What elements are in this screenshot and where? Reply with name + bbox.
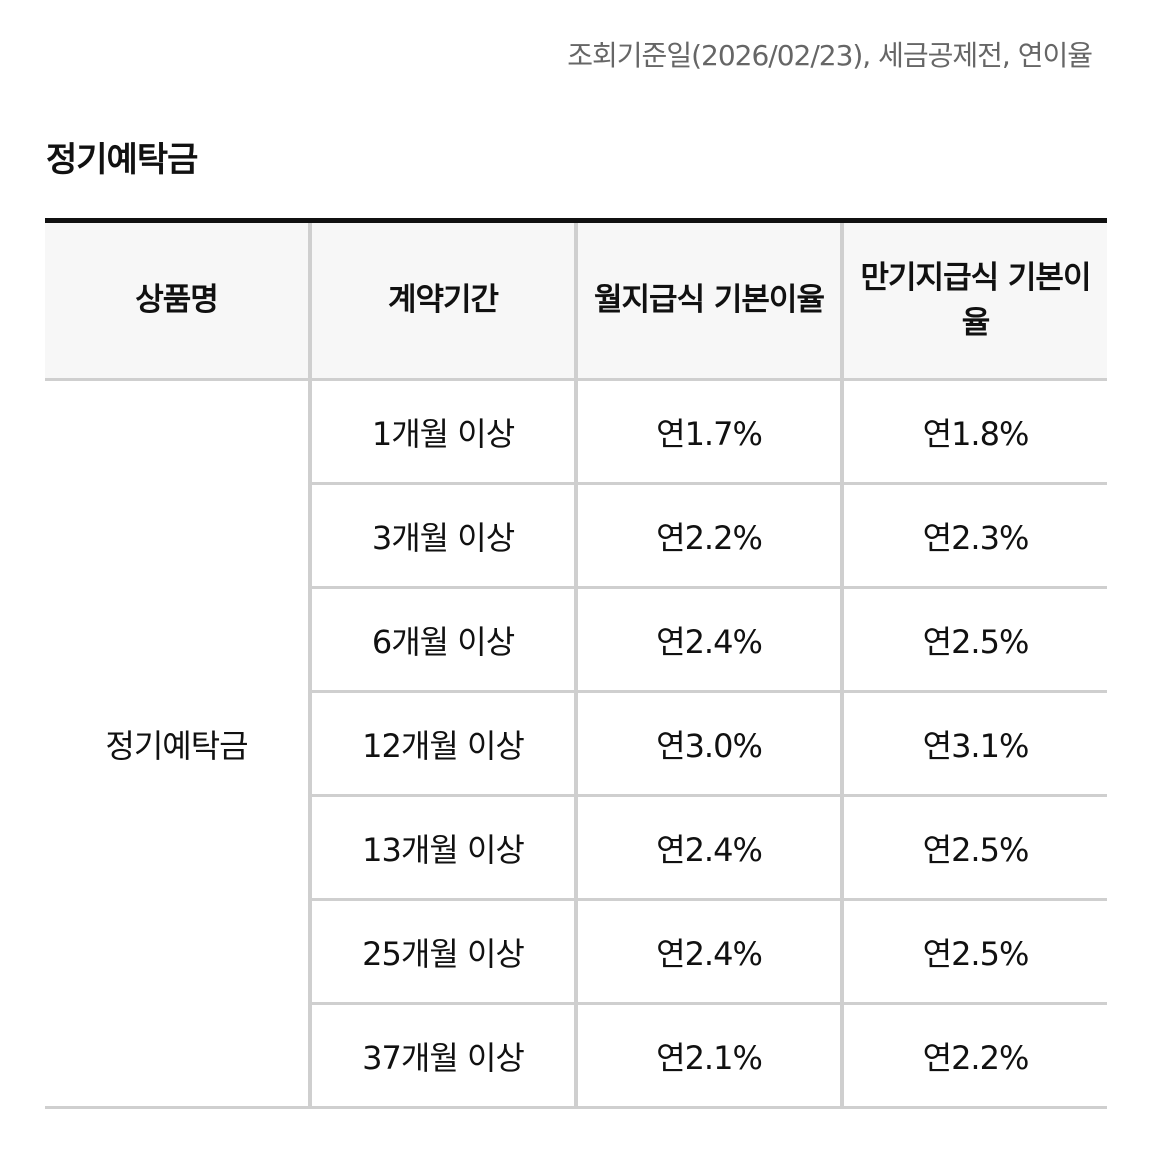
term-cell: 1개월 이상 (308, 379, 576, 485)
basis-date-note: 조회기준일(2026/02/23), 세금공제전, 연이율 (567, 39, 1093, 72)
product-name-cell: 정기예탁금 (45, 379, 310, 1109)
table-row: 6개월 이상 연2.4% 연2.5% (45, 587, 1107, 693)
section-title: 정기예탁금 (46, 140, 198, 180)
header-monthly-payment-rate: 월지급식 기본이율 (574, 220, 842, 381)
header-product-name: 상품명 (45, 220, 310, 381)
maturity-rate-cell: 연2.5% (840, 795, 1107, 901)
term-cell: 13개월 이상 (308, 795, 576, 901)
table-row: 37개월 이상 연2.1% 연2.2% (45, 1003, 1107, 1108)
table-row: 25개월 이상 연2.4% 연2.5% (45, 899, 1107, 1005)
header-contract-term: 계약기간 (308, 220, 576, 381)
term-cell: 25개월 이상 (308, 899, 576, 1005)
monthly-rate-cell: 연2.4% (574, 795, 842, 901)
maturity-rate-cell: 연2.5% (840, 587, 1107, 693)
monthly-rate-cell: 연2.4% (574, 899, 842, 1005)
term-cell: 3개월 이상 (308, 483, 576, 589)
term-cell: 37개월 이상 (308, 1003, 576, 1108)
maturity-rate-cell: 연2.5% (840, 899, 1107, 1005)
table-header-row: 상품명 계약기간 월지급식 기본이율 만기지급식 기본이율 (45, 220, 1107, 381)
monthly-rate-cell: 연2.4% (574, 587, 842, 693)
monthly-rate-cell: 연2.1% (574, 1003, 842, 1108)
term-cell: 12개월 이상 (308, 691, 576, 797)
table-row: 정기예탁금 1개월 이상 연1.7% 연1.8% (45, 379, 1107, 1109)
maturity-rate-cell: 연2.3% (840, 483, 1107, 589)
monthly-rate-cell: 연3.0% (574, 691, 842, 797)
table-row: 12개월 이상 연3.0% 연3.1% (45, 691, 1107, 797)
monthly-rate-cell: 연2.2% (574, 483, 842, 589)
table-row: 3개월 이상 연2.2% 연2.3% (45, 483, 1107, 589)
header-maturity-payment-rate: 만기지급식 기본이율 (840, 220, 1107, 381)
maturity-rate-cell: 연1.8% (840, 379, 1107, 485)
monthly-rate-cell: 연1.7% (574, 379, 842, 485)
maturity-rate-cell: 연3.1% (840, 691, 1107, 797)
table-row: 13개월 이상 연2.4% 연2.5% (45, 795, 1107, 901)
interest-rate-table: 상품명 계약기간 월지급식 기본이율 만기지급식 기본이율 정기예탁금 1개월 … (45, 218, 1107, 1109)
maturity-rate-cell: 연2.2% (840, 1003, 1107, 1108)
term-cell: 6개월 이상 (308, 587, 576, 693)
